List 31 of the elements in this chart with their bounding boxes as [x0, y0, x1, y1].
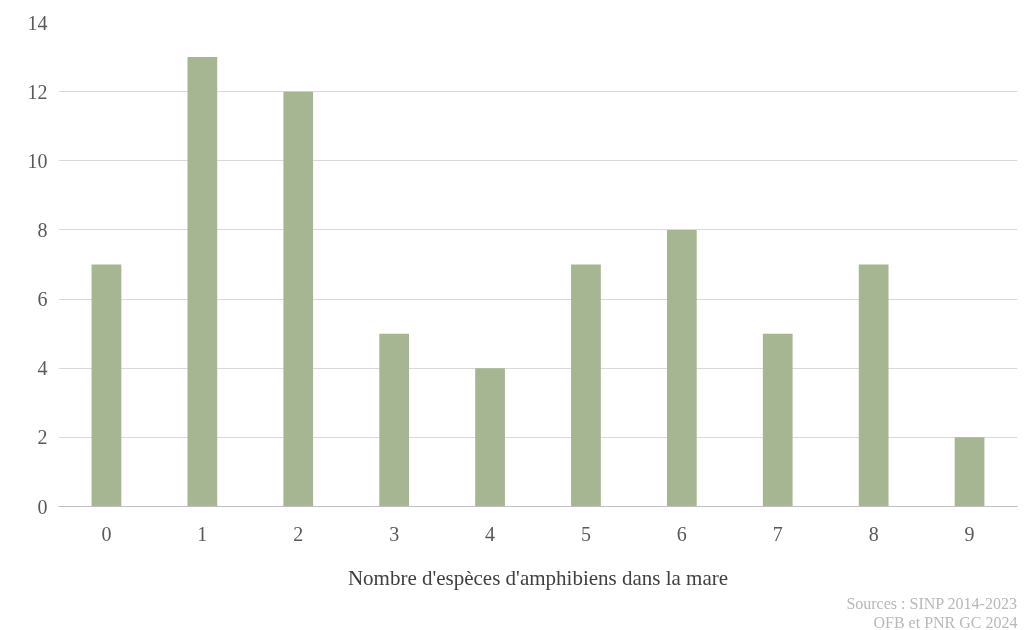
x-tick-label: 9 — [964, 522, 975, 545]
bar — [666, 229, 697, 507]
y-tick-label: 14 — [27, 11, 48, 34]
y-tick-label: 10 — [27, 149, 48, 172]
x-tick-label: 5 — [580, 522, 591, 545]
x-tick-label: 4 — [485, 522, 496, 545]
bar — [283, 91, 314, 507]
y-tick-label: 12 — [27, 80, 48, 103]
x-tick-label: 7 — [772, 522, 783, 545]
source-note: Sources : SINP 2014-2023 — [846, 594, 1017, 612]
x-axis-title: Nombre d'espèces d'amphibiens dans la mare — [347, 565, 729, 590]
bar — [762, 333, 793, 507]
x-tick-label: 1 — [197, 522, 208, 545]
y-tick-label: 4 — [37, 357, 48, 380]
y-tick-label: 2 — [37, 426, 48, 449]
bar — [475, 368, 505, 507]
x-tick-label: 0 — [101, 522, 112, 545]
bar — [187, 57, 218, 507]
x-tick-label: 3 — [389, 522, 400, 545]
y-tick-label: 0 — [37, 495, 48, 518]
x-tick-label: 6 — [676, 522, 687, 545]
bar — [91, 264, 122, 507]
x-tick-label: 2 — [293, 522, 304, 545]
bar — [858, 264, 889, 507]
y-tick-label: 6 — [37, 288, 48, 311]
bar — [571, 264, 601, 507]
bar — [954, 437, 985, 507]
bar — [379, 333, 410, 507]
x-tick-label: 8 — [868, 522, 879, 545]
y-tick-label: 8 — [37, 218, 48, 241]
text: OFB et PNR GC 2024 — [873, 613, 1018, 630]
